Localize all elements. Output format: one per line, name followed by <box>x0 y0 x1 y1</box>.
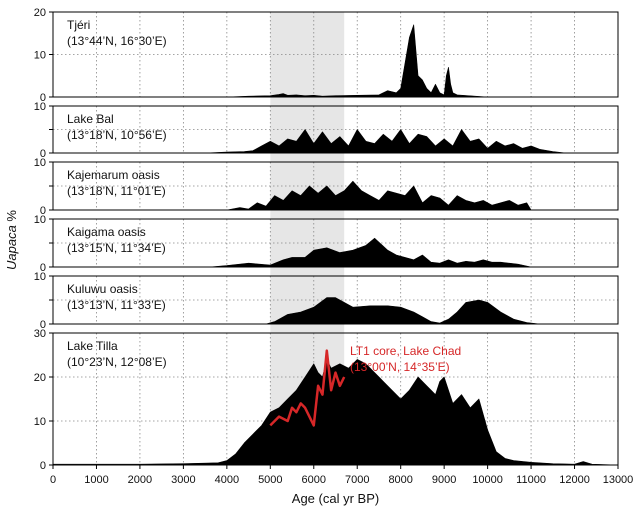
y-tick-label: 0 <box>40 460 46 472</box>
y-tick-label: 10 <box>34 214 46 226</box>
panel-coords: (13°44’N, 16°30’E) <box>67 34 167 48</box>
series-area-1 <box>96 129 567 154</box>
panel-5: 0 10 20 30 Lake Tilla (10°23’N, 12°08’E) <box>34 328 619 472</box>
x-tick-label: 12000 <box>559 474 590 486</box>
y-tick-label: 10 <box>34 101 46 113</box>
y-tick-label: 0 <box>40 205 46 217</box>
y-tick-label: 0 <box>40 262 46 274</box>
panel-name: Lake Tilla <box>67 339 118 353</box>
series-area-3 <box>209 237 532 268</box>
series-area-5 <box>52 359 619 466</box>
x-tick-label: 3000 <box>171 474 195 486</box>
x-tick-label: 13000 <box>603 474 634 486</box>
x-tick-label: 5000 <box>258 474 282 486</box>
series-area-2 <box>96 180 532 211</box>
y-tick-label: 10 <box>34 50 46 62</box>
overlay-line <box>269 349 346 427</box>
x-tick-label: 4000 <box>215 474 239 486</box>
panel-name: Kuluwu oasis <box>67 282 138 296</box>
y-tick-label: 20 <box>34 7 46 19</box>
panel-frame <box>52 332 619 466</box>
x-axis-title: Age (cal yr BP) <box>292 491 379 506</box>
x-tick-label: 10000 <box>472 474 503 486</box>
x-tick-label: 0 <box>50 474 56 486</box>
panel-coords: (13°18’N, 11°01’E) <box>67 184 166 198</box>
panel-4: 0 10 Kuluwu oasis (13°13’N, 11°33’E) <box>34 271 619 331</box>
x-tick-label: 9000 <box>432 474 456 486</box>
x-tick-label: 6000 <box>302 474 326 486</box>
panel-0: 0 10 20 Tjéri (13°44’N, 16°30’E) <box>34 7 619 104</box>
panel-1: 0 10 Lake Bal (13°18’N, 10°56’E) <box>34 101 619 160</box>
x-tick-label: 11000 <box>516 474 546 486</box>
panel-coords: (13°15’N, 11°34’E) <box>67 241 166 255</box>
x-tick-label: 7000 <box>345 474 369 486</box>
series-area-0 <box>78 24 488 98</box>
panel-2: 0 10 Kajemarum oasis (13°18’N, 11°01’E) <box>34 157 619 217</box>
y-tick-label: 0 <box>40 92 46 104</box>
x-tick-label: 8000 <box>388 474 412 486</box>
y-tick-label: 0 <box>40 148 46 160</box>
x-tick-label: 2000 <box>128 474 152 486</box>
y-tick-label: 20 <box>34 372 46 384</box>
panel-name: Tjéri <box>67 18 90 32</box>
y-tick-label: 10 <box>34 271 46 283</box>
panel-name: Kajemarum oasis <box>67 168 160 182</box>
overlay-name: LT1 core, Lake Chad <box>350 344 461 358</box>
y-axis-title-taxon: Uapaca <box>4 225 19 270</box>
y-tick-label: 10 <box>34 157 46 169</box>
overlay-coords: (13°00’N, 14°35’E) <box>350 360 450 374</box>
panel-3: 0 10 Kaigama oasis (13°15’N, 11°34’E) <box>34 214 619 274</box>
y-tick-label: 30 <box>34 328 46 340</box>
panel-coords: (13°13’N, 11°33’E) <box>67 298 166 312</box>
x-tick-label: 1000 <box>84 474 108 486</box>
y-axis-title-unit: % <box>4 210 19 226</box>
panel-name: Lake Bal <box>67 112 114 126</box>
y-tick-label: 10 <box>34 416 46 428</box>
y-axis-title: Uapaca % <box>4 210 19 270</box>
series-area-4 <box>265 297 541 325</box>
panel-name: Kaigama oasis <box>67 225 146 239</box>
y-tick-label: 0 <box>40 319 46 331</box>
panel-coords: (10°23’N, 12°08’E) <box>67 355 167 369</box>
panel-coords: (13°18’N, 10°56’E) <box>67 128 167 142</box>
